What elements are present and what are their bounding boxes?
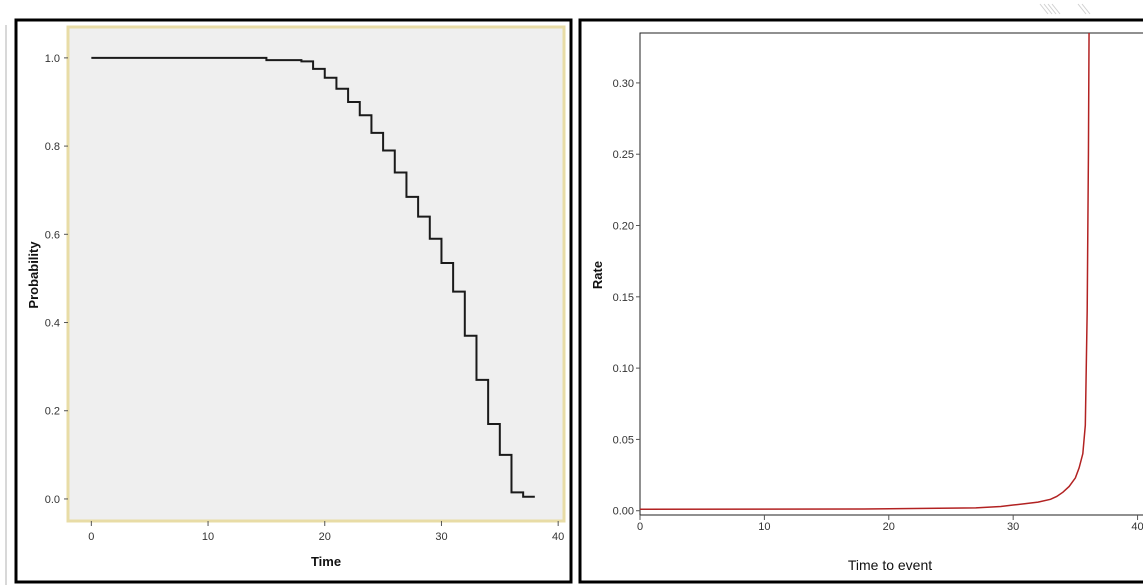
right-y-axis-title: Rate [590, 261, 605, 289]
left-x-tick-label: 20 [319, 531, 331, 543]
right-x-tick-label: 40 [1131, 521, 1143, 533]
hazard-rate-line [639, 32, 1090, 511]
left-y-tick-label: 1.0 [45, 53, 60, 65]
right-y-tick-label: 0.00 [613, 506, 634, 518]
right-x-tick-label: 20 [883, 521, 895, 533]
right-y-tick-label: 0.20 [613, 221, 634, 233]
right-x-axis-title: Time to event [848, 557, 932, 573]
left-plot-area [66, 25, 566, 523]
right-chart-panel: 0.00 0.05 0.10 0.15 0.20 0.25 0.30 0 10 20 30 40 Ti… [578, 18, 1143, 584]
right-y-tick-label: 0.05 [613, 434, 634, 446]
right-ticks: 0.00 0.05 0.10 0.15 0.20 0.25 0.30 0 10 20 30 40 [613, 78, 1143, 533]
survival-step-line [91, 56, 535, 498]
right-x-tick-label: 0 [637, 521, 643, 533]
left-chart-panel: 0.0 0.2 0.4 0.6 0.8 1.0 0 10 20 30 40 Time Probabi… [14, 18, 573, 584]
left-y-tick-label: 0.4 [45, 318, 60, 330]
left-y-tick-label: 0.6 [45, 229, 60, 241]
left-y-axis-title: Probability [26, 241, 41, 309]
left-y-tick-label: 0.8 [45, 141, 60, 153]
right-plot-area [639, 32, 1143, 516]
left-x-axis-title: Time [311, 554, 341, 569]
left-x-tick-label: 0 [88, 531, 94, 543]
left-y-tick-label: 0.0 [45, 494, 60, 506]
corner-watermark [1039, 3, 1091, 15]
left-x-tick-label: 40 [552, 531, 564, 543]
right-x-tick-label: 10 [758, 521, 770, 533]
right-y-tick-label: 0.15 [613, 292, 634, 304]
right-y-tick-label: 0.25 [613, 149, 634, 161]
left-x-tick-label: 10 [202, 531, 214, 543]
left-y-tick-label: 0.2 [45, 406, 60, 418]
right-x-tick-label: 30 [1007, 521, 1019, 533]
right-y-tick-label: 0.30 [613, 78, 634, 90]
left-x-tick-label: 30 [435, 531, 447, 543]
right-y-tick-label: 0.10 [613, 363, 634, 375]
left-ticks: 0.0 0.2 0.4 0.6 0.8 1.0 0 10 20 30 40 [45, 53, 565, 543]
